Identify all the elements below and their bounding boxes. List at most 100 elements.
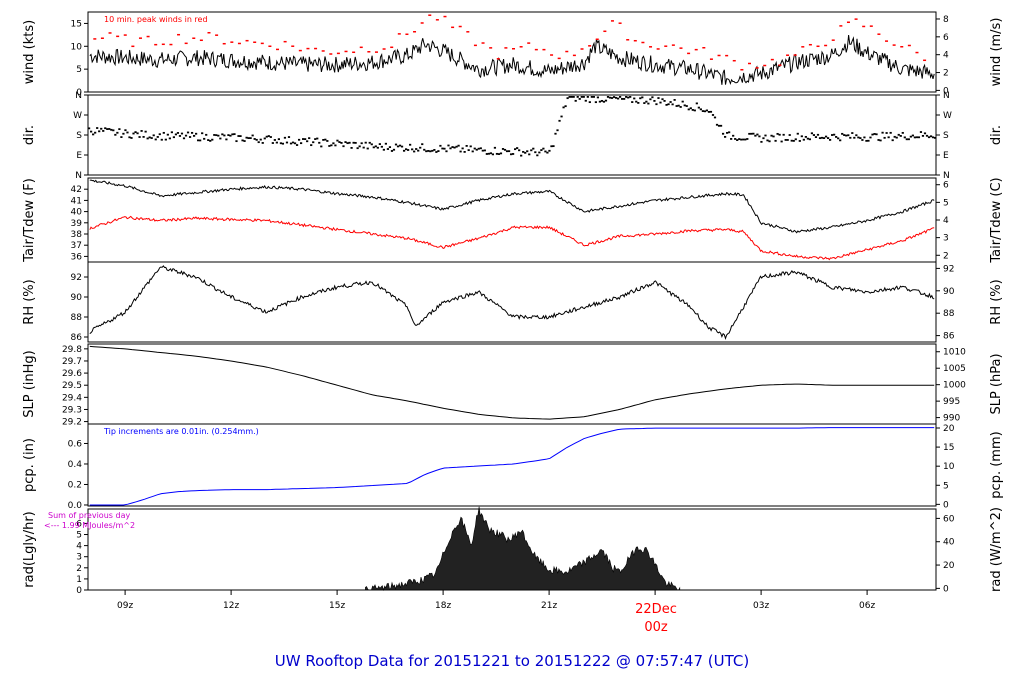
dir-point <box>485 153 488 155</box>
dir-point <box>849 136 852 139</box>
dir-point <box>524 151 527 154</box>
temp-left-tick-label: 42 <box>71 185 82 195</box>
peak-wind-point <box>154 43 158 46</box>
peak-wind-point <box>534 48 538 51</box>
dir-point <box>744 138 747 141</box>
dir-point <box>419 146 422 149</box>
dir-point <box>629 96 632 98</box>
peak-wind-point <box>603 30 607 33</box>
dir-point <box>160 138 163 141</box>
temp-left-tick-label: 40 <box>71 208 83 218</box>
dir-left-tick-label: E <box>76 151 82 161</box>
slp-right-tick-label: 1010 <box>943 348 966 358</box>
peak-wind-point <box>527 42 531 44</box>
dir-point <box>610 97 614 99</box>
peak-wind-point <box>473 44 477 47</box>
dir-point <box>156 136 159 138</box>
temp-series-line <box>89 179 935 234</box>
dir-point <box>505 150 509 153</box>
dir-point <box>818 137 822 140</box>
dir-point <box>552 145 555 148</box>
dir-point <box>891 139 894 142</box>
pcp-left-tick-label: 0.2 <box>68 480 82 490</box>
peak-wind-point <box>222 42 226 45</box>
dir-point <box>190 131 194 134</box>
dir-point <box>362 146 365 149</box>
dir-point <box>909 135 912 138</box>
dir-point <box>616 97 620 100</box>
dir-point <box>768 140 771 143</box>
dir-point <box>176 132 180 134</box>
dir-point <box>578 98 581 100</box>
dir-point <box>800 135 803 138</box>
wind-right-axis-label: wind (m/s) <box>989 18 1004 87</box>
peak-wind-point <box>420 22 424 24</box>
dir-right-axis-label: dir. <box>989 125 1004 145</box>
dir-point <box>730 138 733 140</box>
dir-point <box>778 133 781 136</box>
dir-point <box>536 154 539 157</box>
dir-point <box>465 144 468 147</box>
dir-point <box>265 135 268 138</box>
date-label-hour: 00z <box>644 620 668 635</box>
dir-point <box>675 105 678 107</box>
peak-wind-point <box>694 48 698 51</box>
dir-point <box>241 139 244 142</box>
dir-point <box>907 138 910 141</box>
peak-wind-point <box>146 35 150 38</box>
dir-point <box>479 147 482 150</box>
pcp-right-tick-label: 5 <box>943 481 949 491</box>
dir-point <box>790 139 793 142</box>
dir-point <box>693 109 696 112</box>
dir-point <box>348 141 351 144</box>
peak-wind-point <box>260 42 264 45</box>
panel-rh: 86 88 90 92 86 88 90 92 RH (%) RH (%) <box>22 261 1004 343</box>
dir-point <box>776 132 779 135</box>
peak-wind-point <box>679 47 683 49</box>
dir-point <box>209 139 212 142</box>
peak-wind-point <box>192 37 196 39</box>
peak-wind-point <box>580 48 584 50</box>
peak-wind-point <box>862 25 866 28</box>
peak-wind-point <box>382 48 386 50</box>
peak-wind-point <box>268 45 272 48</box>
pcp-annotation: Tip increments are 0.01in. (0.254mm.) <box>103 427 259 436</box>
peak-wind-point <box>344 50 348 53</box>
dir-point <box>732 134 735 137</box>
dir-point <box>469 145 472 148</box>
dir-point <box>655 103 658 106</box>
peak-wind-point <box>702 47 706 49</box>
dir-point <box>291 141 295 144</box>
dir-point <box>122 132 125 135</box>
dir-point <box>219 137 222 140</box>
temp-left-tick-label: 37 <box>71 241 82 251</box>
dir-right-tick-label: W <box>943 111 952 121</box>
pcp-right-tick-label: 20 <box>943 424 955 434</box>
dir-point <box>701 110 704 112</box>
dir-point <box>641 96 644 99</box>
dir-point <box>604 99 608 102</box>
temp-right-tick-label: 6 <box>943 181 949 191</box>
dir-point <box>877 139 880 141</box>
dir-point <box>192 134 196 137</box>
dir-point <box>340 142 343 144</box>
dir-point <box>580 96 583 98</box>
panel-wind: 0 5 10 15 0 2 4 6 8 wind (kts) wind (m/s) 10 min. p… <box>22 11 1004 98</box>
peak-wind-point <box>199 39 203 42</box>
dir-point <box>368 141 371 144</box>
rh-left-tick-label: 90 <box>71 293 83 303</box>
dir-point <box>461 147 464 150</box>
peak-wind-point <box>276 48 280 51</box>
peak-wind-point <box>786 54 790 56</box>
dir-point <box>144 130 147 133</box>
dir-right-tick-label: E <box>943 151 949 161</box>
dir-point <box>215 134 218 137</box>
dir-point <box>734 138 737 140</box>
wind-right-tick-label: 8 <box>943 15 949 25</box>
dir-point <box>356 147 359 150</box>
dir-point <box>471 150 474 153</box>
dir-point <box>457 144 460 147</box>
dir-point <box>633 97 636 100</box>
dir-point <box>495 152 499 155</box>
